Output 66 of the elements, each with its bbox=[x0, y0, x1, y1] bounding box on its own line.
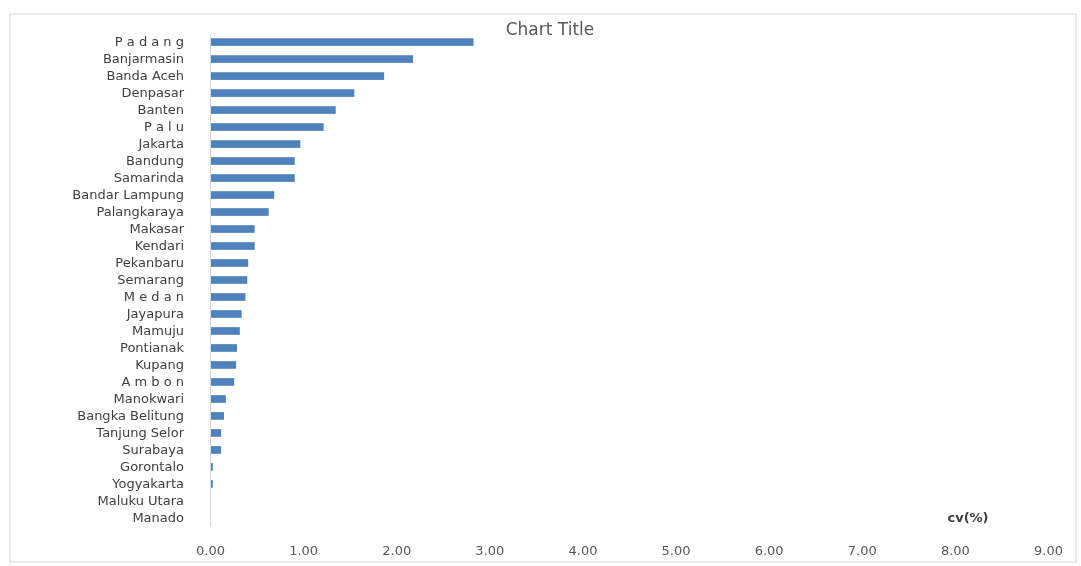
bar bbox=[210, 293, 246, 301]
x-tick-label: 7.00 bbox=[847, 543, 877, 559]
y-tick-label: Bandar Lampung bbox=[72, 187, 184, 203]
y-tick-label: Manokwari bbox=[113, 391, 184, 407]
chart-title: Chart Title bbox=[505, 19, 595, 39]
x-tick-label: 6.00 bbox=[754, 543, 784, 559]
x-tick-label: 9.00 bbox=[1034, 543, 1063, 559]
bar bbox=[210, 174, 295, 182]
y-tick-label: Bandung bbox=[125, 153, 184, 169]
bar bbox=[210, 208, 269, 216]
x-tick-label: 5.00 bbox=[661, 543, 691, 559]
bar bbox=[210, 310, 242, 318]
bar bbox=[210, 225, 255, 233]
y-tick-label: Semarang bbox=[117, 272, 184, 288]
bar bbox=[210, 38, 474, 46]
y-tick-label: A m b o n bbox=[121, 374, 184, 390]
x-tick-label: 1.00 bbox=[289, 543, 319, 559]
x-axis-title: cv(%) bbox=[947, 510, 989, 525]
y-tick-label: Surabaya bbox=[122, 442, 184, 458]
bar bbox=[210, 157, 295, 165]
y-tick-label: Banda Aceh bbox=[106, 68, 184, 84]
y-tick-label: Kendari bbox=[134, 238, 184, 254]
y-tick-label: Kupang bbox=[135, 357, 184, 373]
bar bbox=[210, 123, 324, 131]
y-tick-label: Denpasar bbox=[121, 85, 185, 101]
bar bbox=[210, 55, 413, 63]
bar bbox=[210, 446, 222, 454]
bar bbox=[210, 361, 237, 369]
bar bbox=[210, 378, 235, 386]
bar bbox=[210, 412, 224, 420]
y-tick-label: Samarinda bbox=[113, 170, 184, 186]
y-tick-label: P a d a n g bbox=[114, 34, 184, 50]
y-tick-label: Jayapura bbox=[125, 306, 184, 322]
bar bbox=[210, 429, 222, 437]
bar bbox=[210, 106, 336, 114]
bar bbox=[210, 259, 249, 267]
y-tick-label: Yogyakarta bbox=[111, 476, 184, 492]
x-tick-label: 0.00 bbox=[196, 543, 225, 559]
bar bbox=[210, 89, 355, 97]
bar bbox=[210, 327, 240, 335]
y-tick-label: Banjarmasin bbox=[102, 51, 184, 67]
y-tick-label: Pontianak bbox=[120, 340, 185, 356]
y-tick-label: M e d a n bbox=[123, 289, 184, 305]
y-tick-label: Gorontalo bbox=[120, 459, 185, 475]
y-tick-label: Palangkaraya bbox=[96, 204, 184, 220]
x-tick-label: 3.00 bbox=[475, 543, 505, 559]
y-tick-label: Maluku Utara bbox=[97, 493, 184, 509]
bar bbox=[210, 395, 226, 403]
y-tick-label: Tanjung Selor bbox=[95, 425, 185, 441]
bar bbox=[210, 140, 301, 148]
y-tick-label: Mamuju bbox=[132, 323, 184, 339]
x-tick-label: 8.00 bbox=[940, 543, 970, 559]
bar bbox=[210, 191, 275, 199]
y-tick-label: Banten bbox=[137, 102, 184, 118]
x-tick-label: 4.00 bbox=[568, 543, 598, 559]
y-tick-label: Makasar bbox=[129, 221, 185, 237]
y-tick-label: Manado bbox=[132, 510, 185, 526]
y-tick-label: Pekanbaru bbox=[115, 255, 184, 271]
x-tick-label: 2.00 bbox=[382, 543, 412, 559]
bar bbox=[210, 72, 385, 80]
bar bbox=[210, 276, 248, 284]
y-tick-label: Jakarta bbox=[137, 136, 184, 152]
bar bbox=[210, 242, 255, 250]
y-tick-label: Bangka Belitung bbox=[77, 408, 184, 424]
bar bbox=[210, 344, 237, 352]
y-tick-label: P a l u bbox=[143, 119, 184, 135]
